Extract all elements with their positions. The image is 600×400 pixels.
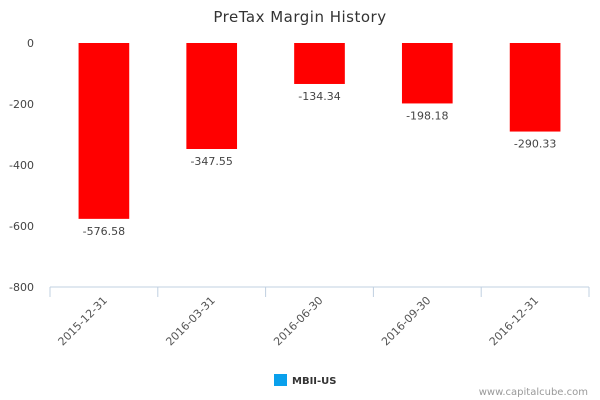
- legend-label: MBII-US: [292, 376, 337, 387]
- legend[interactable]: MBII-US: [274, 374, 337, 387]
- x-tick-label: 2015-12-31: [56, 294, 110, 348]
- data-label: -347.55: [190, 155, 232, 168]
- bars: [78, 43, 561, 219]
- y-tick-label: 0: [27, 37, 34, 50]
- source-credit: www.capitalcube.com: [479, 387, 588, 398]
- y-tick-label: -800: [9, 281, 34, 294]
- bar[interactable]: [78, 43, 130, 219]
- data-label: -198.18: [406, 109, 448, 122]
- y-tick-label: -600: [9, 220, 34, 233]
- bar[interactable]: [294, 43, 345, 84]
- bar[interactable]: [509, 43, 561, 132]
- bar[interactable]: [401, 43, 453, 104]
- y-tick-label: -400: [9, 159, 34, 172]
- y-tick-label: -200: [9, 98, 34, 111]
- x-tick-label: 2016-12-31: [487, 294, 541, 348]
- x-axis: 2015-12-31 2016-03-31 2016-06-30 2016-09-30…: [49, 287, 590, 348]
- y-axis: 0 -200 -400 -600 -800: [9, 37, 34, 294]
- x-tick-label: 2016-03-31: [163, 294, 217, 348]
- x-tick-label: 2016-09-30: [379, 294, 433, 348]
- legend-swatch: [274, 374, 287, 386]
- x-tick-label: 2016-06-30: [271, 294, 325, 348]
- data-label: -576.58: [83, 225, 125, 238]
- data-label: -134.34: [298, 90, 340, 103]
- data-labels: -576.58 -347.55 -134.34 -198.18 -290.33: [83, 90, 557, 238]
- chart-title: PreTax Margin History: [213, 8, 386, 26]
- bar[interactable]: [186, 43, 238, 150]
- data-label: -290.33: [514, 138, 556, 151]
